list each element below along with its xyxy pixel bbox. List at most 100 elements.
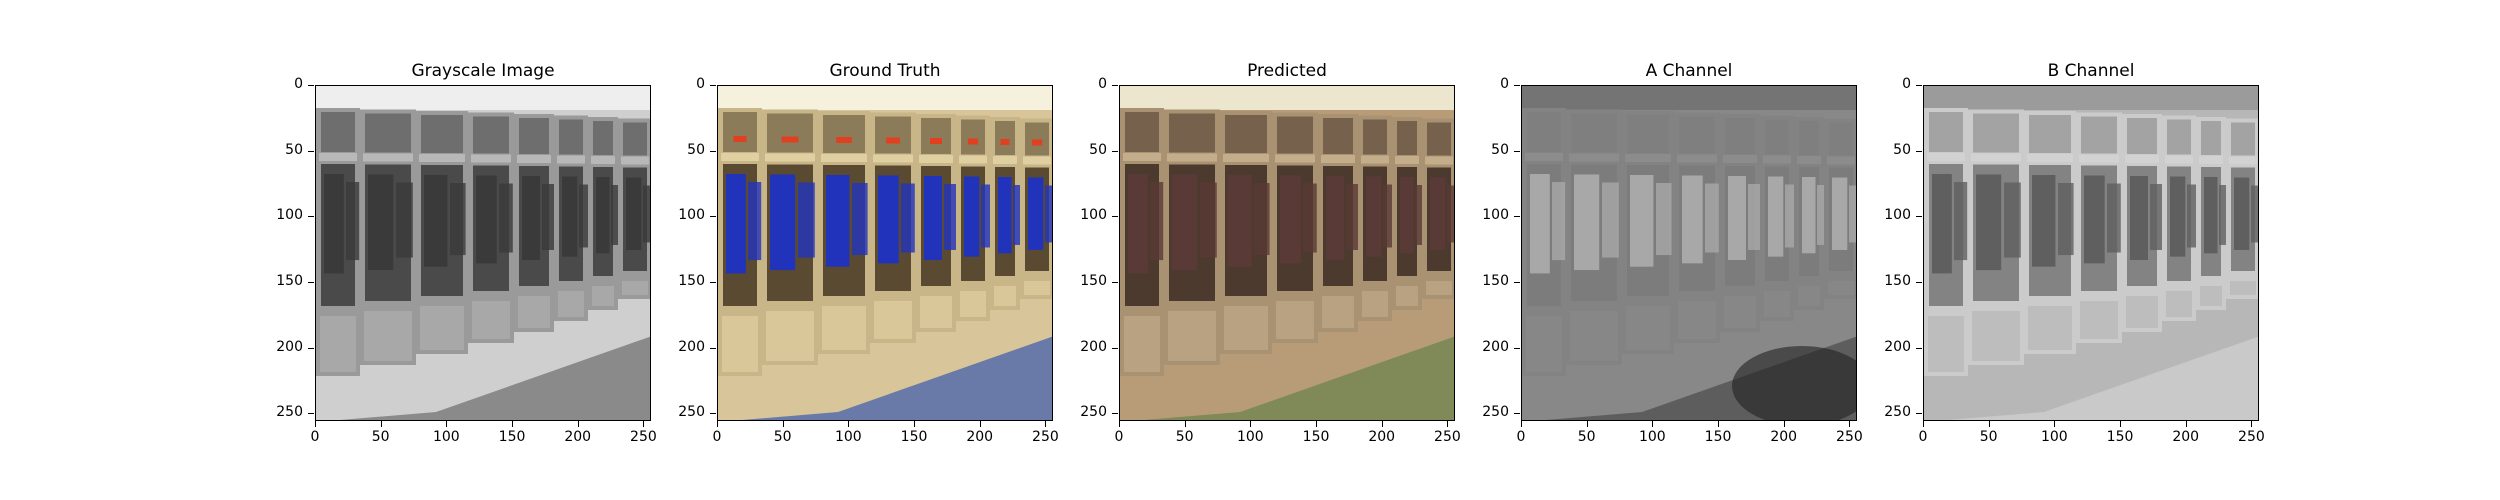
y-tick-label: 250 <box>276 404 303 421</box>
y-tick-label: 100 <box>1080 207 1107 224</box>
y-tick-label: 150 <box>1482 273 1509 290</box>
y-tick <box>1112 282 1118 284</box>
y-tick <box>1112 85 1118 86</box>
x-tick-label: 100 <box>834 429 862 445</box>
y-tick-label: 250 <box>1482 404 1509 421</box>
y-tick-label: 0 <box>1500 76 1509 92</box>
x-tick <box>2185 421 2187 427</box>
panel-achannel: A Channel 0 50 100 150 200 250 0 50 100 150 200 250 <box>1482 0 1921 500</box>
x-tick-label: 250 <box>1434 429 1461 445</box>
x-tick <box>643 421 645 427</box>
y-tick <box>1514 413 1520 415</box>
x-tick-label: 50 <box>1577 429 1596 445</box>
x-tick <box>1718 421 1720 427</box>
x-tick-label: 200 <box>966 429 994 445</box>
x-tick-label: 0 <box>1516 429 1526 445</box>
panel-bchannel: B Channel 0 50 100 150 200 250 0 50 100 150 200 250 <box>1884 0 2323 500</box>
y-tick-label: 250 <box>678 404 705 421</box>
y-tick <box>1112 413 1118 415</box>
y-tick <box>1916 216 1922 218</box>
x-tick-label: 0 <box>1114 429 1124 445</box>
y-tick-label: 0 <box>1902 76 1911 92</box>
y-tick-label: 200 <box>1080 338 1107 355</box>
x-tick-label: 250 <box>1836 429 1863 445</box>
x-tick-label: 150 <box>1302 429 1330 445</box>
x-tick-label: 150 <box>2106 429 2134 445</box>
x-tick-label: 0 <box>712 429 722 445</box>
panel-predicted: Predicted 0 50 100 150 200 250 0 50 100 150 200 250 <box>1080 0 1519 500</box>
x-tick <box>1381 421 1383 427</box>
x-tick-label: 0 <box>1918 429 1928 445</box>
y-tick <box>308 413 314 415</box>
y-tick <box>1514 150 1520 152</box>
y-tick <box>710 216 716 218</box>
x-tick <box>446 421 448 427</box>
y-tick-label: 100 <box>678 207 705 224</box>
y-tick-label: 200 <box>1482 338 1509 355</box>
y-tick <box>1514 347 1520 349</box>
panel-title: Grayscale Image <box>411 61 555 81</box>
x-tick <box>1447 421 1449 427</box>
x-tick-label: 100 <box>1638 429 1666 445</box>
x-tick <box>1988 421 1990 427</box>
y-tick <box>308 347 314 349</box>
x-tick <box>1316 421 1318 427</box>
y-tick <box>710 282 716 284</box>
x-tick-label: 100 <box>2040 429 2068 445</box>
x-tick-label: 200 <box>1368 429 1396 445</box>
y-tick-label: 0 <box>696 76 705 92</box>
x-tick <box>717 421 718 427</box>
image-grayscale <box>315 85 651 421</box>
axes: 0 50 100 150 200 250 0 50 100 150 200 250 <box>1080 76 1461 445</box>
x-tick <box>1521 421 1522 427</box>
y-tick <box>1112 150 1118 152</box>
axes: 0 50 100 150 200 250 0 50 100 150 200 250 <box>678 76 1059 445</box>
x-tick-label: 150 <box>900 429 928 445</box>
image-content <box>316 86 650 420</box>
y-tick <box>1112 347 1118 349</box>
y-tick <box>1916 150 1922 152</box>
x-tick <box>1849 421 1851 427</box>
y-tick <box>308 216 314 218</box>
y-tick <box>1916 347 1922 349</box>
y-tick <box>710 150 716 152</box>
x-tick-label: 50 <box>1175 429 1194 445</box>
image-content <box>1120 86 1454 420</box>
x-tick-label: 100 <box>1236 429 1264 445</box>
y-tick <box>1916 413 1922 415</box>
x-tick <box>1045 421 1047 427</box>
y-tick <box>710 85 716 86</box>
x-tick <box>380 421 382 427</box>
y-tick-label: 0 <box>294 76 303 92</box>
x-tick <box>979 421 981 427</box>
y-tick-label: 100 <box>276 207 303 224</box>
image-truth <box>717 85 1053 421</box>
y-tick-label: 0 <box>1098 76 1107 92</box>
panel-grayscale: Grayscale Image 0 50 100 150 200 250 0 50 100 150 2… <box>276 0 715 500</box>
axes: 0 50 100 150 200 250 0 50 100 150 200 250 <box>1884 76 2265 445</box>
y-tick-label: 200 <box>276 338 303 355</box>
x-tick <box>1119 421 1120 427</box>
panel-title: Predicted <box>1247 61 1327 81</box>
x-tick-label: 150 <box>498 429 526 445</box>
y-tick <box>308 150 314 152</box>
y-tick <box>710 347 716 349</box>
x-tick <box>2054 421 2056 427</box>
x-tick <box>782 421 784 427</box>
y-tick-label: 150 <box>276 273 303 290</box>
y-tick <box>1514 282 1520 284</box>
y-tick <box>710 413 716 415</box>
x-tick-label: 250 <box>1032 429 1059 445</box>
y-tick-label: 50 <box>1089 141 1107 158</box>
y-tick <box>1916 282 1922 284</box>
x-tick <box>577 421 579 427</box>
x-tick-label: 200 <box>1770 429 1798 445</box>
image-bchannel <box>1923 85 2259 421</box>
x-tick-label: 250 <box>630 429 657 445</box>
panel-truth: Ground Truth 0 50 100 150 200 250 0 50 100 150 200 2… <box>678 0 1117 500</box>
axes: 0 50 100 150 200 250 0 50 100 150 200 250 <box>276 76 657 445</box>
x-tick <box>1923 421 1924 427</box>
y-tick-label: 150 <box>678 273 705 290</box>
x-tick-label: 50 <box>371 429 390 445</box>
x-tick <box>914 421 916 427</box>
